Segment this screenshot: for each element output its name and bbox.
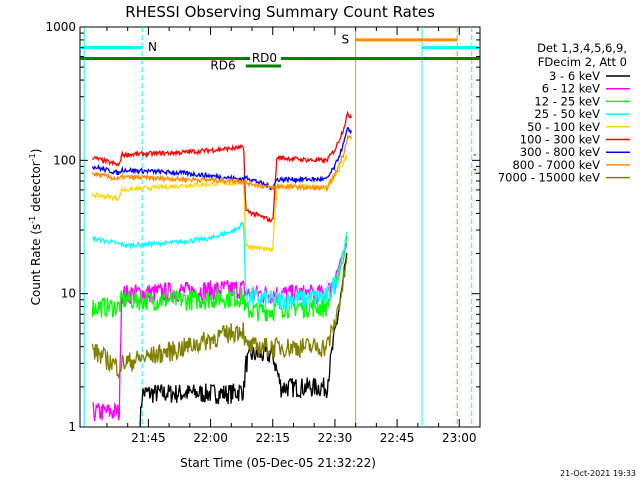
series-line-8-0 [91,257,348,380]
legend-header-2: FDecim 2, Att 0 [538,55,627,69]
status-bar-label-s: S [341,32,349,46]
legend-label-4: 50 - 100 keV [527,120,600,134]
x-tick-label-4: 22:45 [380,431,415,445]
y-axis-label-part2: detector [29,161,43,216]
series-line-0-0 [139,252,348,428]
x-tick-label-3: 22:30 [318,431,353,445]
x-axis-label: Start Time (05-Dec-05 21:32:22) [180,456,376,470]
status-bar-label-n: N [148,40,157,54]
series-layer [91,110,476,428]
y-axis-label-sup2: -1 [28,153,37,161]
legend-label-7: 800 - 7000 keV [512,158,600,172]
timestamp: 21-Oct-2021 19:33 [560,469,636,478]
legend: Det 1,3,4,5,6,9, FDecim 2, Att 0 3 - 6 k… [498,41,630,185]
series-line-3-0 [92,221,348,311]
plot-area: N S RD0 RD6 21:45 22:00 22:15 22:30 22:45 23:00 1… [45,20,481,445]
y-tick-label-3: 1000 [45,20,76,34]
plot-frame [79,26,481,428]
legend-label-8: 7000 - 15000 keV [498,171,600,185]
chart-title: RHESSI Observing Summary Count Rates [125,3,435,21]
status-bar-label-rd6: RD6 [210,58,235,72]
series-line-5-0 [92,110,352,223]
y-axis-label-part3: ) [29,149,43,154]
legend-label-0: 3 - 6 keV [549,69,600,83]
y-tick-label-2: 100 [53,153,76,167]
y-tick-label-1: 10 [61,287,76,301]
legend-label-2: 12 - 25 keV [534,94,600,108]
status-bar-label-rd0: RD0 [252,51,277,65]
y-tick-label-0: 1 [68,420,76,434]
y-axis-label-sup1: -1 [28,216,37,224]
y-axis-label-part1: Count Rate (s [29,224,43,306]
x-tick-label-5: 23:00 [442,431,477,445]
vlines-layer [83,27,473,427]
x-tick-label-0: 21:45 [131,431,166,445]
legend-label-3: 25 - 50 keV [534,107,600,121]
legend-label-5: 100 - 300 keV [520,133,600,147]
legend-label-6: 300 - 800 keV [520,145,600,159]
series-line-4-0 [91,154,348,252]
x-tick-label-1: 22:00 [193,431,228,445]
x-tick-label-2: 22:15 [255,431,290,445]
ticks-layer: 21:45 22:00 22:15 22:30 22:45 23:00 1 10 100 1000 [45,20,481,445]
series-line-7-0 [91,134,352,192]
legend-label-1: 6 - 12 keV [542,82,600,96]
status-bars-layer: N S RD0 RD6 [80,32,480,72]
series-line-2-0 [91,235,348,323]
legend-header-1: Det 1,3,4,5,6,9, [537,41,627,55]
y-axis-label: Count Rate (s-1 detector-1) [28,149,43,306]
